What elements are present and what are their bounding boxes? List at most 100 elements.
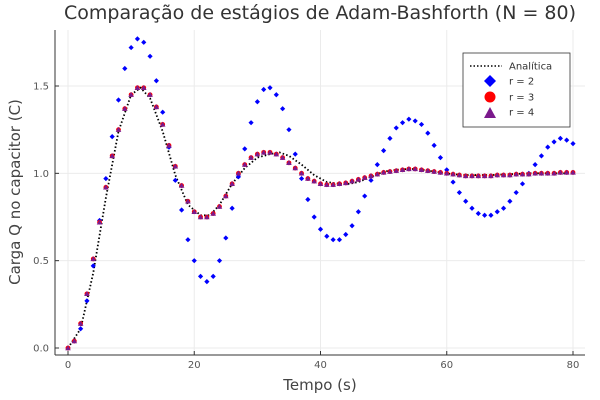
point-series3-64 [469, 173, 475, 179]
point-series1-30 [254, 99, 260, 105]
point-series3-23 [210, 210, 216, 216]
point-series3-49 [374, 171, 381, 177]
x-tick-label-4: 80 [567, 360, 580, 371]
point-series1-19 [185, 237, 191, 243]
point-series1-68 [494, 209, 500, 215]
point-series1-46 [355, 209, 361, 215]
point-series3-52 [393, 167, 400, 173]
point-series1-74 [532, 162, 538, 168]
point-series3-34 [279, 154, 286, 160]
point-series1-15 [160, 109, 166, 115]
point-series1-17 [172, 177, 178, 183]
point-series3-28 [241, 161, 248, 167]
point-series1-18 [179, 207, 185, 213]
x-tick-label-2: 40 [314, 360, 327, 371]
point-series3-48 [368, 173, 374, 179]
point-series1-23 [210, 273, 216, 279]
legend: Analítica r = 2 r = 3 r = 4 [462, 52, 571, 128]
point-series3-78 [557, 169, 564, 175]
point-series1-40 [317, 226, 324, 232]
point-series3-57 [425, 167, 431, 173]
point-series3-37 [298, 170, 305, 176]
point-series3-76 [544, 170, 551, 176]
point-series1-60 [444, 167, 450, 173]
point-series1-12 [141, 39, 147, 45]
point-series1-75 [538, 153, 545, 159]
chart-title: Comparação de estágios de Adam-Bashforth… [64, 2, 576, 24]
point-series3-59 [437, 169, 444, 175]
point-series1-6 [103, 175, 109, 182]
point-series1-77 [551, 139, 557, 145]
point-series3-39 [311, 178, 317, 184]
x-axis-label: Tempo (s) [282, 376, 356, 394]
point-series3-45 [349, 178, 355, 184]
point-series3-20 [191, 208, 198, 214]
point-series1-32 [267, 85, 273, 91]
point-series1-64 [469, 205, 475, 211]
point-series1-59 [437, 155, 444, 161]
point-series3-24 [216, 203, 223, 209]
point-series1-70 [507, 198, 513, 204]
point-series3-33 [273, 151, 280, 157]
point-series3-56 [418, 167, 425, 173]
point-series1-45 [349, 223, 355, 229]
point-series1-35 [286, 127, 292, 133]
point-series1-51 [387, 135, 393, 141]
point-series1-34 [280, 106, 286, 112]
point-series3-27 [235, 170, 242, 176]
x-tick-label-3: 60 [440, 360, 453, 371]
point-series3-73 [526, 171, 532, 177]
point-series3-32 [267, 149, 273, 155]
y-tick-label-3: 1.5 [33, 82, 49, 93]
point-series1-9 [122, 65, 128, 72]
point-series1-22 [204, 279, 210, 285]
point-series3-60 [443, 170, 450, 176]
point-series3-0 [65, 345, 71, 351]
point-series1-80 [570, 141, 576, 147]
point-series3-29 [248, 154, 254, 160]
point-series3-50 [380, 169, 387, 175]
point-series1-39 [311, 214, 317, 220]
point-series1-33 [273, 92, 279, 98]
point-series1-69 [500, 205, 507, 211]
point-series3-11 [134, 84, 141, 90]
point-series3-8 [115, 126, 122, 132]
point-series3-67 [488, 173, 494, 179]
point-series3-14 [153, 104, 160, 110]
point-series3-22 [204, 214, 210, 220]
legend-label-analitica: Analítica [509, 61, 552, 73]
point-series1-61 [450, 179, 456, 185]
point-series3-12 [140, 84, 147, 90]
point-series3-75 [538, 170, 545, 176]
point-series3-54 [406, 166, 412, 172]
point-series1-53 [399, 120, 406, 126]
point-series1-48 [368, 177, 374, 183]
point-series3-4 [90, 256, 97, 262]
point-series3-71 [513, 171, 519, 177]
point-series1-62 [456, 189, 462, 196]
point-series3-38 [305, 175, 311, 181]
point-series1-29 [248, 120, 254, 126]
point-series3-40 [317, 181, 324, 187]
point-series1-55 [412, 118, 418, 124]
point-series1-72 [519, 181, 526, 187]
y-tick-label-0: 0.0 [33, 344, 49, 355]
point-series3-36 [292, 165, 299, 171]
point-series1-56 [418, 121, 425, 128]
point-series1-71 [513, 189, 519, 196]
point-series1-57 [425, 130, 431, 136]
point-series1-41 [324, 233, 330, 239]
point-series1-38 [305, 196, 311, 203]
point-series3-43 [336, 181, 343, 187]
point-series3-9 [122, 105, 128, 111]
point-series1-21 [197, 273, 204, 279]
point-series1-26 [229, 205, 235, 211]
point-series1-50 [381, 148, 387, 154]
point-series1-66 [482, 212, 488, 218]
point-series1-31 [261, 86, 267, 93]
point-series3-58 [431, 168, 437, 174]
point-series3-19 [185, 198, 191, 204]
point-series3-10 [128, 91, 134, 97]
series-layer [65, 36, 576, 351]
